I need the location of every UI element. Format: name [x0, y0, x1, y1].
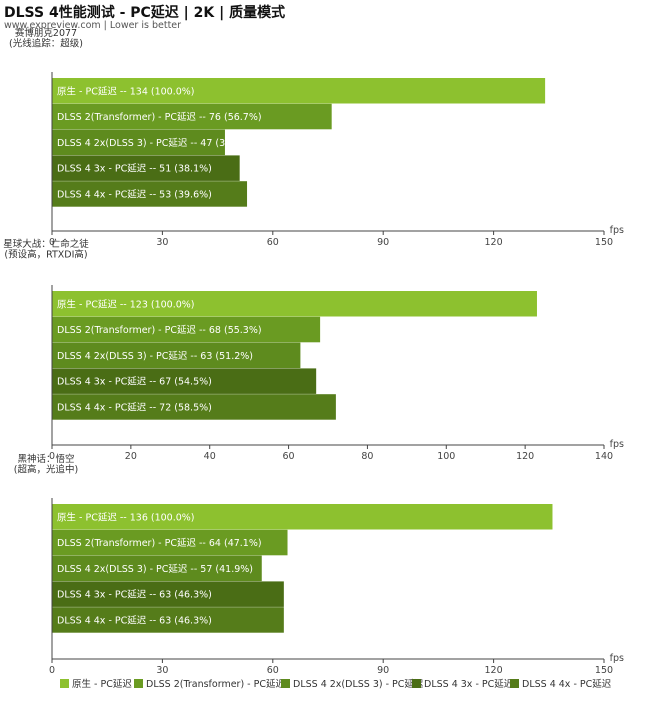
panel-0-bar	[52, 103, 332, 130]
panel-2-title-line: (超高，光追中)	[14, 464, 78, 476]
panel-0-bar-label: DLSS 4 3x - PC延迟 -- 51 (38.1%)	[57, 163, 212, 175]
panel-0-bar-label: DLSS 2(Transformer) - PC延迟 -- 76 (56.7%)	[57, 111, 262, 123]
panel-2-bar	[52, 607, 284, 633]
panel-1-title-line: (预设高，RTXDI高)	[4, 249, 87, 261]
panel-2-x-tick-label: 90	[377, 665, 389, 676]
panel-0-bar	[52, 155, 240, 181]
legend-label: DLSS 4 2x(DLSS 3) - PC延迟	[293, 678, 424, 690]
panel-2-x-tick-label: 30	[156, 665, 168, 676]
panel-1-bar	[52, 342, 301, 369]
chart-subtitle: www.expreview.com | Lower is better	[4, 20, 182, 31]
panel-0-x-tick-label: 90	[377, 237, 389, 248]
panel-2-bar-label: DLSS 4 4x - PC延迟 -- 63 (46.3%)	[57, 614, 212, 626]
panel-2-bar-label: DLSS 4 2x(DLSS 3) - PC延迟 -- 57 (41.9%)	[57, 563, 253, 575]
legend-label: DLSS 4 4x - PC延迟	[522, 678, 612, 690]
panel-1-x-tick-label: 140	[595, 451, 613, 462]
panel-0-bar-label: DLSS 4 4x - PC延迟 -- 53 (39.6%)	[57, 188, 212, 200]
panel-0-bar	[52, 181, 248, 207]
legend-label: DLSS 2(Transformer) - PC延迟	[146, 678, 285, 690]
panel-2-x-axis-label: fps	[610, 653, 624, 664]
panel-0-x-tick-label: 30	[156, 237, 168, 248]
panel-0-bar	[52, 78, 546, 104]
panel-1-x-axis-label: fps	[610, 439, 624, 450]
panel-2-title-line: 黑神话：悟空	[17, 453, 74, 465]
panel-0-x-axis-label: fps	[610, 225, 624, 236]
legend-label: DLSS 4 3x - PC延迟	[424, 678, 514, 690]
panel-0-x-tick-label: 60	[267, 237, 279, 248]
panel-2-bar	[52, 504, 553, 530]
panel-2-x-tick-label: 120	[485, 665, 503, 676]
panel-0-x-tick-label: 150	[595, 237, 613, 248]
panel-2-bar-label: 原生 - PC延迟 -- 136 (100.0%)	[57, 511, 195, 523]
panel-2-bar-label: DLSS 4 3x - PC延迟 -- 63 (46.3%)	[57, 589, 212, 601]
panel-1-bar-label: DLSS 4 2x(DLSS 3) - PC延迟 -- 63 (51.2%)	[57, 350, 253, 362]
panel-1-bar-label: DLSS 4 3x - PC延迟 -- 67 (54.5%)	[57, 376, 212, 388]
panel-1-x-tick-label: 40	[204, 451, 216, 462]
legend-swatch	[134, 679, 143, 688]
panel-0-title-line: (光线追踪：超级)	[9, 38, 83, 50]
panel-1-x-tick-label: 120	[516, 451, 534, 462]
panel-1-bar	[52, 316, 321, 343]
legend-label: 原生 - PC延迟	[72, 678, 132, 690]
panel-2-bar	[52, 555, 262, 582]
legend-swatch	[60, 679, 69, 688]
chart-title: DLSS 4性能测试 - PC延迟 | 2K | 质量模式	[4, 5, 286, 21]
panel-1-title-line: 星球大战：亡命之徒	[3, 238, 89, 250]
panel-2-x-tick-label: 0	[49, 665, 55, 676]
panel-0-bar	[52, 129, 225, 156]
panel-0-bar-label: 原生 - PC延迟 -- 134 (100.0%)	[57, 85, 195, 97]
panel-1-bar	[52, 394, 336, 420]
panel-1-bar	[52, 368, 317, 394]
panel-0-bar-label: DLSS 4 2x(DLSS 3) - PC延迟 -- 47 (35.1%)	[57, 137, 253, 149]
panel-2-bar-label: DLSS 2(Transformer) - PC延迟 -- 64 (47.1%)	[57, 537, 262, 549]
panel-1-x-tick-label: 80	[361, 451, 373, 462]
panel-2-x-tick-label: 60	[267, 665, 279, 676]
panel-0-title-line: 赛博朋克2077	[15, 27, 77, 39]
panel-1-x-tick-label: 60	[283, 451, 295, 462]
panel-2-bar	[52, 529, 288, 556]
panel-2-x-tick-label: 150	[595, 665, 613, 676]
panel-0-x-tick-label: 0	[49, 237, 55, 248]
panel-1-x-tick-label: 20	[125, 451, 137, 462]
panel-2-bar	[52, 581, 284, 607]
panel-1-x-tick-label: 0	[49, 451, 55, 462]
legend-swatch	[281, 679, 290, 688]
panel-1-bar-label: 原生 - PC延迟 -- 123 (100.0%)	[57, 298, 195, 310]
legend-swatch	[412, 679, 421, 688]
legend-swatch	[510, 679, 519, 688]
panel-1-x-tick-label: 100	[437, 451, 455, 462]
panel-1-bar	[52, 291, 537, 317]
panel-1-bar-label: DLSS 4 4x - PC延迟 -- 72 (58.5%)	[57, 401, 212, 413]
panel-1-bar-label: DLSS 2(Transformer) - PC延迟 -- 68 (55.3%)	[57, 324, 262, 336]
panel-0-x-tick-label: 120	[485, 237, 503, 248]
